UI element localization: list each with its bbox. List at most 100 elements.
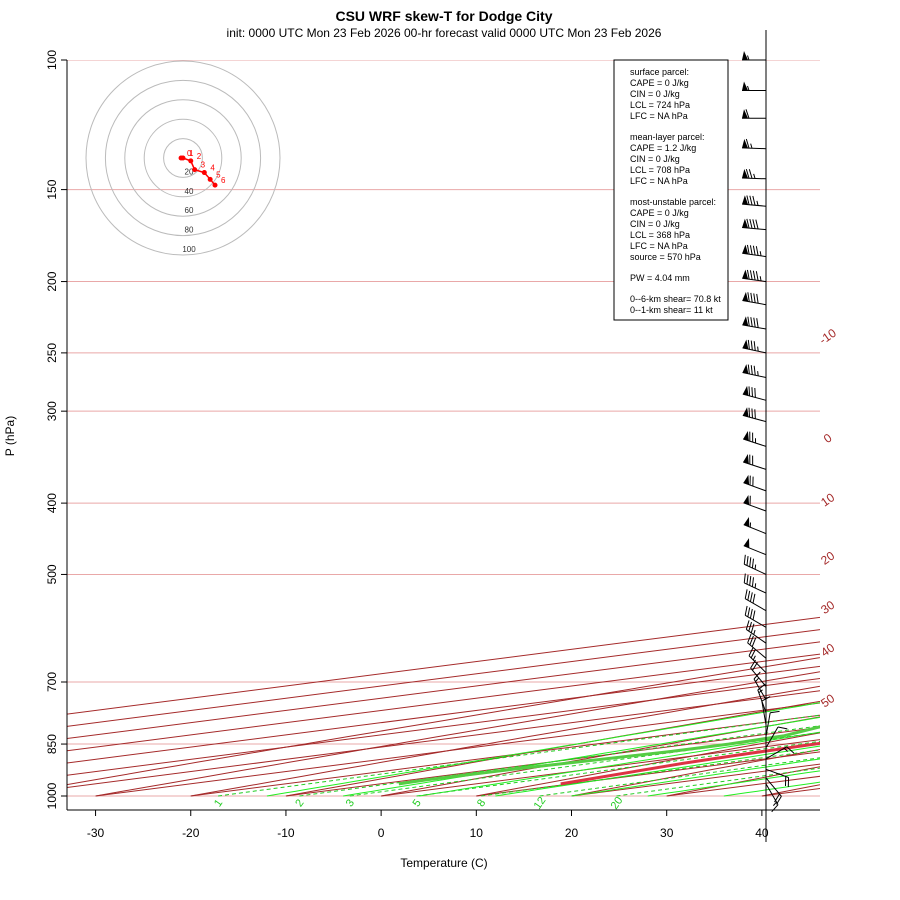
hodo-ring-label-20: 20 (185, 167, 194, 176)
hodograph: 20 40 60 80 100 01 23 456 (85, 60, 281, 256)
dry-adiabat--40 (67, 657, 820, 786)
isotherm--10 (285, 726, 820, 797)
wind-barb-5 (742, 195, 767, 207)
hodo-ring-20 (163, 138, 203, 178)
y-tick-label-700: 700 (45, 672, 59, 692)
isotherm-label-40: 40 (818, 640, 837, 659)
mixing-ratio-label-12: 12 (532, 795, 549, 812)
hodo-point-label-5: 5 (216, 170, 221, 179)
isotherm-label-0: 0 (821, 431, 835, 446)
wind-barb-34 (765, 746, 795, 760)
x-axis-label: Temperature (C) (400, 856, 487, 870)
isotherm--60 (67, 665, 820, 764)
x-tick-label-40: 40 (755, 826, 769, 840)
legend-surface-4: LFC = NA hPa (630, 111, 688, 121)
legend-ml-2: CIN = 0 J/kg (630, 154, 680, 164)
mixing-ratio-label-3: 3 (344, 797, 357, 809)
mixing-ratio-2 (299, 725, 820, 797)
legend-surface-1: CAPE = 0 J/kg (630, 78, 689, 88)
hodo-ring-label-80: 80 (185, 226, 194, 235)
legend-shear-6km: 0--6-km shear= 70.8 kt (630, 294, 721, 304)
legend-mu-0: most-unstable parcel: (630, 197, 716, 207)
chart-title: CSU WRF skew-T for Dodge City (335, 8, 552, 24)
thermo-grid (67, 60, 900, 797)
hodo-ring-label-40: 40 (185, 187, 194, 196)
y-tick-label-100: 100 (45, 50, 59, 70)
wind-barb-15 (743, 431, 767, 447)
wind-barbs (741, 51, 795, 813)
wind-barb-23 (744, 589, 767, 612)
legend-surface-3: LCL = 724 hPa (630, 100, 690, 110)
legend-ml-1: CAPE = 1.2 J/kg (630, 143, 696, 153)
isotherm--70 (67, 653, 820, 752)
wind-barb-37 (765, 783, 779, 813)
wind-barb-8 (742, 269, 767, 283)
wind-barb-18 (743, 495, 767, 512)
mixing-ratio-label-2: 2 (293, 797, 306, 809)
temperature-profile (560, 741, 820, 786)
wind-barb-19 (743, 517, 767, 535)
wind-barb-12 (742, 364, 767, 378)
hodo-ring-60 (124, 99, 242, 217)
x-tick-label-20: 20 (565, 826, 579, 840)
wind-barb-26 (747, 633, 767, 659)
dewpoint-profile (398, 725, 820, 786)
dry-adiabat-0 (381, 716, 820, 797)
profiles (398, 725, 820, 786)
wind-barb-35 (765, 768, 790, 788)
dry-adiabat-40 (761, 784, 820, 797)
y-tick-label-200: 200 (45, 271, 59, 291)
wind-barb-11 (742, 339, 767, 354)
wind-barb-7 (742, 244, 767, 258)
x-tick-label-30: 30 (660, 826, 674, 840)
wind-barb-21 (743, 554, 767, 575)
wind-barb-24 (744, 605, 767, 628)
wind-barb-17 (743, 474, 767, 492)
mixing-ratio-label-1: 1 (212, 797, 225, 809)
legend-shear-1km: 0--1-km shear= 11 kt (630, 305, 713, 315)
hodo-ring-40 (143, 118, 223, 198)
dry-adiabat--10 (285, 700, 820, 797)
hodo-point-label-6: 6 (221, 176, 226, 185)
y-tick-label-300: 300 (45, 401, 59, 421)
wind-barb-6 (742, 218, 767, 231)
wind-barb-20 (743, 538, 767, 556)
legend-surface-0: surface parcel: (630, 67, 689, 77)
wind-barb-25 (745, 620, 767, 644)
isotherm-label-30: 30 (818, 598, 837, 617)
wind-barb-4 (741, 168, 767, 180)
moist-adiabat--12 (266, 702, 820, 797)
wind-barb-14 (742, 407, 767, 423)
hodo-ring-80 (104, 79, 262, 237)
isotherm-label-10: 10 (818, 490, 837, 509)
wind-barb-0 (742, 51, 766, 61)
grid-labels: -30 -20 -10 0 10 20 30 401001502002503004005007… (45, 50, 839, 840)
hodo-point-3 (192, 167, 198, 173)
legend-mu-2: CIN = 0 J/kg (630, 219, 680, 229)
hodo-point-6 (212, 182, 218, 188)
wind-barb-2 (742, 109, 766, 119)
mixing-ratio-label-20: 20 (609, 795, 626, 812)
legend-ml-4: LFC = NA hPa (630, 176, 688, 186)
dry-adiabat-50 (857, 60, 900, 796)
wind-barb-13 (742, 385, 767, 401)
y-tick-label-400: 400 (45, 493, 59, 513)
wind-barb-32 (765, 710, 780, 737)
parcel-legend: surface parcel: CAPE = 0 J/kg CIN = 0 J/… (613, 59, 729, 321)
wind-barb-16 (743, 454, 767, 470)
mixing-ratio-3 (349, 731, 820, 797)
legend-ml-0: mean-layer parcel: (630, 132, 705, 142)
wind-barb-22 (743, 573, 767, 594)
legend-mu-3: LCL = 368 hPa (630, 230, 690, 240)
hodo-point-label-0: 0 (187, 149, 192, 158)
legend-surface-2: CIN = 0 J/kg (630, 89, 680, 99)
isotherm-label-50: 50 (818, 691, 837, 710)
dry-adiabat--30 (95, 671, 820, 797)
hodo-point-5 (207, 176, 213, 182)
hodo-point-label-4: 4 (210, 164, 215, 173)
wind-barb-10 (742, 316, 767, 330)
mixing-ratio-label-5: 5 (410, 797, 423, 809)
wind-barb-9 (742, 292, 767, 306)
hodo-point-2 (188, 158, 194, 164)
isotherm-40 (761, 788, 820, 797)
